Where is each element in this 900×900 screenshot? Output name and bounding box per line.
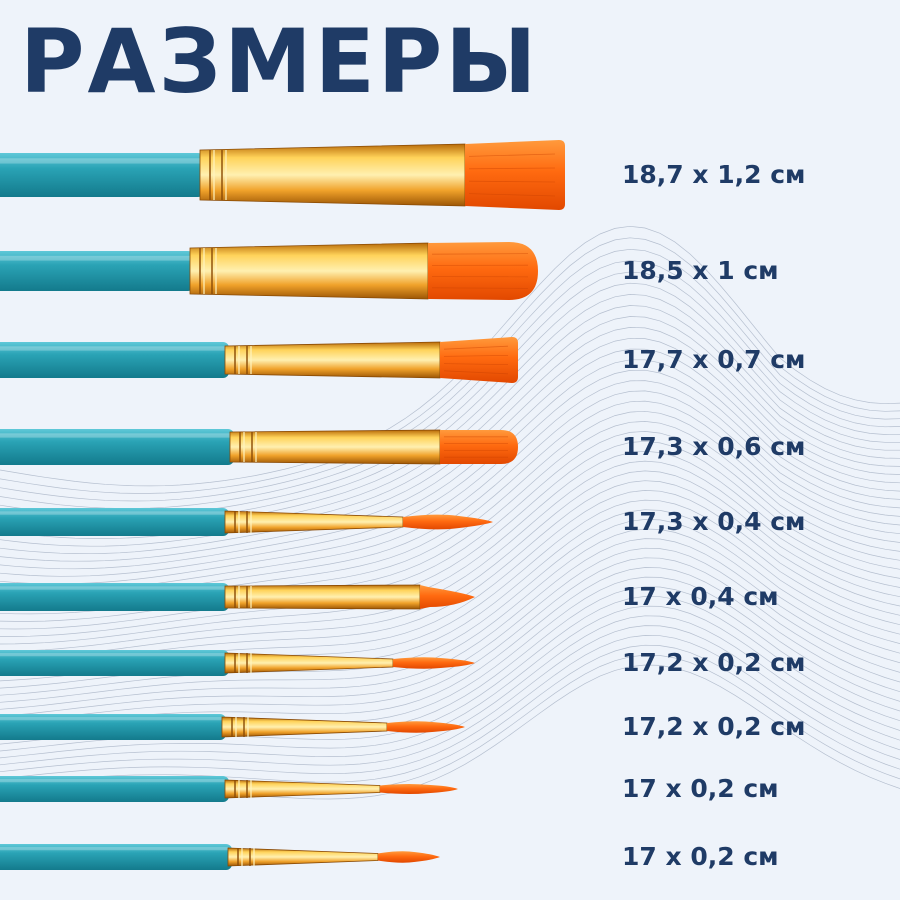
handle-highlight <box>0 847 228 851</box>
brush-handle <box>0 342 229 378</box>
brush-size-label: 18,7 x 1,2 см <box>622 160 806 189</box>
brush-ferrule <box>224 652 394 674</box>
brush-bristles <box>440 337 518 383</box>
handle-highlight <box>0 158 200 164</box>
brush-bristles <box>387 721 465 733</box>
wave-line <box>0 460 900 652</box>
wave-line <box>0 519 900 696</box>
page-title: РАЗМЕРЫ <box>20 10 540 113</box>
handle-highlight <box>0 653 225 657</box>
wave-line <box>0 348 900 570</box>
bristle-strand <box>468 193 556 197</box>
brush-bristles <box>380 784 458 794</box>
brush-handle <box>0 508 229 536</box>
brush-bristles <box>378 851 440 863</box>
wave-line <box>0 615 900 766</box>
brush-bristles <box>428 242 538 300</box>
handle-highlight <box>0 255 190 261</box>
wave-line <box>0 248 900 502</box>
brush-handle <box>0 251 194 291</box>
handle-highlight <box>0 346 225 351</box>
bristle-strand <box>468 167 556 170</box>
wave-line <box>0 431 900 630</box>
brush-bristles <box>403 514 493 530</box>
wave-line <box>0 547 900 717</box>
wave-line <box>0 450 900 645</box>
brush-9 <box>0 776 458 802</box>
wave-line <box>0 557 900 724</box>
wave-line <box>0 644 900 786</box>
wave-line <box>0 605 900 759</box>
brush-ferrule <box>224 584 421 610</box>
brush-ferrule <box>229 429 441 465</box>
handle-highlight <box>0 779 225 783</box>
bristle-strand <box>431 253 529 255</box>
brush-1 <box>0 140 565 210</box>
brush-size-label: 17 x 0,4 см <box>622 582 779 611</box>
brush-bristles <box>420 585 475 609</box>
wave-line <box>0 369 900 585</box>
brush-size-label: 17 x 0,2 см <box>622 774 779 803</box>
wave-line <box>0 635 900 779</box>
brush-ferrule <box>189 242 429 300</box>
brush-bristles <box>440 430 518 464</box>
brush-size-label: 17,2 x 0,2 см <box>622 712 806 741</box>
brush-ferrule <box>224 341 441 379</box>
wave-line <box>0 440 900 637</box>
handle-highlight <box>0 586 225 590</box>
handle-highlight <box>0 511 225 515</box>
wave-line <box>0 225 900 487</box>
brush-5 <box>0 508 493 536</box>
brush-handle <box>0 844 232 870</box>
bristle-strand <box>443 355 509 357</box>
brush-size-label: 17 x 0,2 см <box>622 842 779 871</box>
brush-bristles <box>393 657 475 669</box>
bristle-strand <box>431 287 529 289</box>
brush-ferrule <box>199 143 466 207</box>
brush-handle <box>0 714 226 740</box>
brush-4 <box>0 429 518 465</box>
brush-ferrule <box>221 716 388 738</box>
brush-handle <box>0 776 229 802</box>
handle-highlight <box>0 433 230 438</box>
brush-3 <box>0 337 518 383</box>
handle-highlight <box>0 717 222 721</box>
brush-size-label: 17,3 x 0,6 см <box>622 432 806 461</box>
brush-8 <box>0 714 465 740</box>
brush-6 <box>0 583 475 611</box>
bristle-strand <box>443 345 509 350</box>
brush-size-label: 17,2 x 0,2 см <box>622 648 806 677</box>
bristle-strand <box>468 153 556 157</box>
brush-2 <box>0 242 538 300</box>
wave-line <box>0 528 900 703</box>
brush-handle <box>0 153 204 197</box>
brush-ferrule <box>224 779 381 799</box>
brush-size-label: 18,5 x 1 см <box>622 256 779 285</box>
brush-handle <box>0 429 234 465</box>
brush-handle <box>0 583 229 611</box>
brush-bristles <box>465 140 565 210</box>
brush-10 <box>0 844 440 870</box>
wave-line <box>0 237 900 494</box>
brush-7 <box>0 650 475 676</box>
wave-line <box>0 359 900 577</box>
brush-size-label: 17,3 x 0,4 см <box>622 507 806 536</box>
brush-size-label: 17,7 x 0,7 см <box>622 345 806 374</box>
brush-handle <box>0 650 229 676</box>
bristle-strand <box>468 180 556 183</box>
wave-line <box>0 625 900 773</box>
bristle-strand <box>443 363 509 365</box>
bristle-strand <box>443 370 509 375</box>
wave-line <box>0 337 900 562</box>
